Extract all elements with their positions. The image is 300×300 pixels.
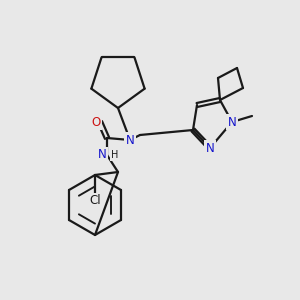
Text: O: O — [92, 116, 100, 128]
Text: H: H — [111, 150, 119, 160]
Text: Cl: Cl — [89, 194, 101, 208]
Text: N: N — [126, 134, 134, 146]
Text: N: N — [228, 116, 236, 128]
Text: N: N — [206, 142, 214, 154]
Text: N: N — [98, 148, 106, 161]
